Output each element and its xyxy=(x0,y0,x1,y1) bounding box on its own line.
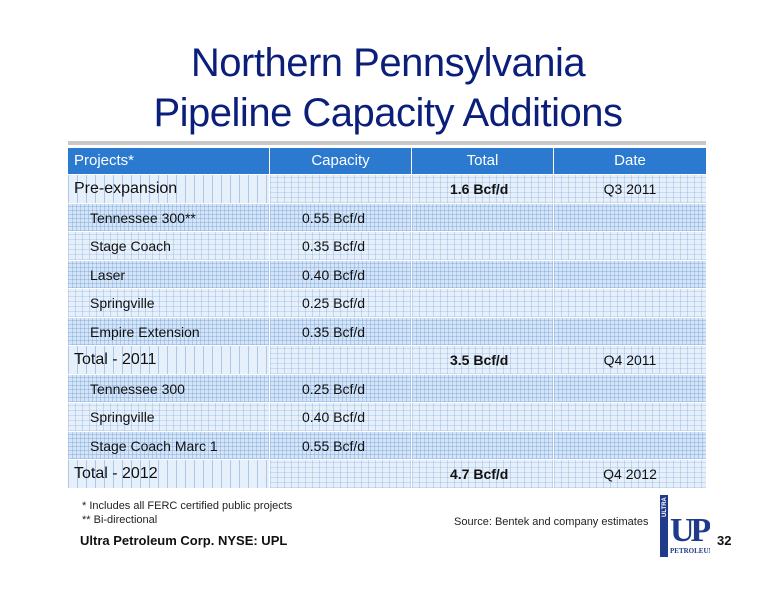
table-row: Pre-expansion 1.6 Bcf/d Q3 2011 xyxy=(68,174,706,203)
company-name: Ultra Petroleum Corp. NYSE: UPL xyxy=(80,533,288,548)
cell-date xyxy=(554,289,706,317)
cell-date xyxy=(554,317,706,345)
footnotes: * Includes all FERC certified public pro… xyxy=(82,499,292,527)
table-row: Tennessee 300** 0.55 Bcf/d xyxy=(68,202,706,231)
cell-date xyxy=(554,374,706,402)
cell-capacity: 0.25 Bcf/d xyxy=(270,374,412,402)
cell-project: Laser xyxy=(68,260,270,288)
source-note: Source: Bentek and company estimates xyxy=(454,516,649,528)
table-row: Laser 0.40 Bcf/d xyxy=(68,259,706,288)
cell-total xyxy=(412,289,554,317)
logo-petroleum-text: PETROLEUM xyxy=(670,547,710,555)
logo-letters: UP xyxy=(670,512,710,549)
header-total: Total xyxy=(412,148,554,174)
title-line-2: Pipeline Capacity Additions xyxy=(153,91,623,135)
cell-total: 1.6 Bcf/d xyxy=(412,175,554,203)
cell-project: Stage Coach xyxy=(68,232,270,260)
cell-date xyxy=(554,431,706,459)
cell-total xyxy=(412,203,554,231)
table-row: Stage Coach Marc 1 0.55 Bcf/d xyxy=(68,430,706,459)
cell-project: Total - 2011 xyxy=(68,346,270,374)
cell-total xyxy=(412,317,554,345)
table-row: Stage Coach 0.35 Bcf/d xyxy=(68,231,706,260)
cell-project: Stage Coach Marc 1 xyxy=(68,431,270,459)
cell-capacity xyxy=(270,460,412,488)
table-row: Total - 2011 3.5 Bcf/d Q4 2011 xyxy=(68,345,706,374)
cell-project: Pre-expansion xyxy=(68,175,270,203)
cell-total xyxy=(412,403,554,431)
header-projects: Projects* xyxy=(68,148,270,174)
cell-total xyxy=(412,232,554,260)
cell-capacity: 0.35 Bcf/d xyxy=(270,317,412,345)
title-divider xyxy=(68,141,706,145)
cell-capacity: 0.55 Bcf/d xyxy=(270,431,412,459)
page-number: 32 xyxy=(717,533,732,548)
cell-capacity: 0.40 Bcf/d xyxy=(270,403,412,431)
cell-total xyxy=(412,431,554,459)
header-capacity: Capacity xyxy=(270,148,412,174)
cell-total: 3.5 Bcf/d xyxy=(412,346,554,374)
cell-date xyxy=(554,260,706,288)
cell-capacity: 0.35 Bcf/d xyxy=(270,232,412,260)
footnote-bidirectional: ** Bi-directional xyxy=(82,514,158,526)
cell-capacity xyxy=(270,346,412,374)
header-date: Date xyxy=(614,152,646,169)
cell-project: Springville xyxy=(68,403,270,431)
table-row: Springville 0.25 Bcf/d xyxy=(68,288,706,317)
table-row: Springville 0.40 Bcf/d xyxy=(68,402,706,431)
capacity-table: Projects* Capacity Total Date Pre-expans… xyxy=(68,148,706,488)
cell-date xyxy=(554,203,706,231)
cell-total: 4.7 Bcf/d xyxy=(412,460,554,488)
cell-date xyxy=(554,403,706,431)
title-line-1: Northern Pennsylvania xyxy=(190,41,586,85)
cell-project: Tennessee 300 xyxy=(68,374,270,402)
cell-capacity xyxy=(270,175,412,203)
cell-date xyxy=(554,232,706,260)
footnote-ferc: * Includes all FERC certified public pro… xyxy=(82,500,293,512)
cell-project: Tennessee 300** xyxy=(68,203,270,231)
table-row: Tennessee 300 0.25 Bcf/d xyxy=(68,373,706,402)
slide-title: Northern Pennsylvania Pipeline Capacity … xyxy=(0,38,776,138)
cell-total xyxy=(412,374,554,402)
cell-total xyxy=(412,260,554,288)
ultra-petroleum-logo: ULTRA UP PETROLEUM xyxy=(660,495,710,557)
cell-capacity: 0.25 Bcf/d xyxy=(270,289,412,317)
logo-ultra-text: ULTRA xyxy=(662,496,668,517)
cell-date: Q3 2011 xyxy=(554,175,706,203)
cell-project: Springville xyxy=(68,289,270,317)
table-row: Total - 2012 4.7 Bcf/d Q4 2012 xyxy=(68,459,706,488)
table-row: Empire Extension 0.35 Bcf/d xyxy=(68,316,706,345)
cell-project: Empire Extension xyxy=(68,317,270,345)
cell-project: Total - 2012 xyxy=(68,460,270,488)
cell-date: Q4 2012 xyxy=(554,460,706,488)
table-header: Projects* Capacity Total Date xyxy=(68,148,706,174)
cell-capacity: 0.40 Bcf/d xyxy=(270,260,412,288)
cell-capacity: 0.55 Bcf/d xyxy=(270,203,412,231)
cell-date: Q4 2011 xyxy=(554,346,706,374)
